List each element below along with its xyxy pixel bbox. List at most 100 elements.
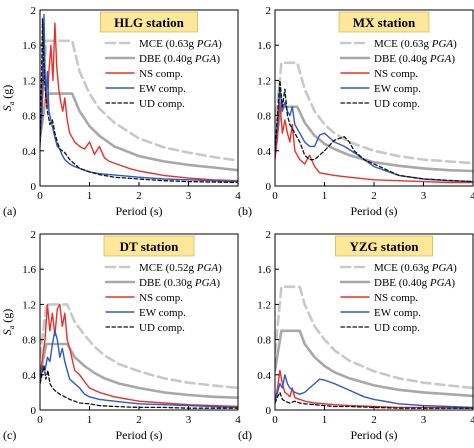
y-tick-label: 0.4 [257,146,271,158]
y-tick-label: 0.4 [22,370,36,382]
x-tick-label: 0 [37,190,43,202]
chart-panel-1: 0 1 2 3 4 0 0.4 0.8 1.2 1.6 2 (a) Period (s) Sa (g) HL… [0,5,241,218]
series-group [40,303,238,409]
series-line-2 [275,105,473,173]
x-tick-label: 3 [186,414,192,426]
series-line-1 [40,303,238,390]
station-title-box [338,11,430,33]
series-line-5 [40,18,238,184]
legend-entry: NS comp. [374,292,418,304]
y-axis-title: Sa (g) [0,309,16,336]
x-tick-label: 3 [186,190,192,202]
legend-entry: DBE (0.40g PGA) [139,53,220,65]
x-tick-label: 4 [470,190,474,202]
series-line-1 [275,285,473,390]
series-line-5 [40,365,238,409]
x-tick-label: 3 [421,414,427,426]
series-line-1 [40,39,238,162]
chart-panel-2: 0 1 2 3 4 0 0.4 0.8 1.2 1.6 2 (b) Period (s) MX stati… [238,5,474,218]
y-tick-label: 2 [31,229,37,241]
y-tick-label: 1.6 [22,40,36,52]
legend: MCE (0.52g PGA) DBE (0.30g PGA) NS comp. EW… [104,262,222,334]
y-tick-label: 0 [31,181,37,193]
series-line-5 [275,391,473,409]
x-tick-label: 2 [136,414,142,426]
panel-label: (c) [3,428,16,442]
legend-entry: EW comp. [139,83,186,95]
series-line-4 [40,330,238,409]
x-tick-label: 0 [272,414,278,426]
series-line-5 [275,79,473,183]
legend: MCE (0.63g PGA) DBE (0.40g PGA) NS comp. EW… [339,38,457,110]
series-group [275,61,473,184]
series-line-4 [275,88,473,183]
x-tick-label: 4 [235,190,241,202]
y-tick-label: 1.6 [257,264,271,276]
series-line-2 [275,329,473,398]
station-title: DT station [120,239,179,254]
x-tick-label: 1 [322,190,328,202]
series-line-3 [275,101,473,184]
x-tick-label: 4 [235,414,241,426]
y-tick-label: 2 [266,5,272,17]
legend-entry: UD comp. [139,98,185,110]
x-tick-label: 2 [371,414,377,426]
series-line-1 [275,61,473,165]
y-tick-label: 0 [266,405,272,417]
y-tick-label: 0.4 [257,370,271,382]
series-line-2 [40,92,238,172]
x-tick-label: 1 [87,190,93,202]
x-axis-title: Period (s) [351,204,398,218]
station-title-box [103,235,195,257]
x-tick-label: 1 [322,414,328,426]
legend-entry: EW comp. [139,307,186,319]
y-tick-label: 1.6 [22,264,36,276]
x-axis-title: Period (s) [351,428,398,442]
station-title-box [334,235,433,257]
series-group [40,13,238,184]
legend: MCE (0.63g PGA) DBE (0.40g PGA) NS comp. EW… [104,38,222,110]
series-line-2 [40,342,238,400]
legend-entry: UD comp. [374,322,420,334]
legend-entry: UD comp. [374,98,420,110]
x-tick-label: 3 [421,190,427,202]
chart-panel-4: 0 1 2 3 4 0 0.4 0.8 1.2 1.6 2 (d) Period (s) YZG stat… [238,229,474,442]
legend-entry: UD comp. [139,322,185,334]
legend-entry: MCE (0.52g PGA) [139,262,222,274]
legend-entry: DBE (0.30g PGA) [139,277,220,289]
y-tick-label: 1.6 [257,40,271,52]
y-axis-title: Sa (g) [0,85,16,112]
legend-entry: NS comp. [139,68,183,80]
legend-entry: DBE (0.40g PGA) [374,277,455,289]
legend-entry: NS comp. [139,292,183,304]
legend: MCE (0.63g PGA) DBE (0.40g PGA) NS comp. EW… [339,262,457,334]
y-tick-label: 0 [266,181,272,193]
series-line-3 [40,22,238,182]
x-axis-title: Period (s) [116,204,163,218]
series-line-3 [40,303,238,408]
y-tick-label: 0.8 [22,335,36,347]
y-tick-label: 2 [31,5,37,17]
y-tick-label: 1.2 [257,299,271,311]
legend-entry: DBE (0.40g PGA) [374,53,455,65]
chart-panel-3: 0 1 2 3 4 0 0.4 0.8 1.2 1.6 2 (c) Period (s) Sa (g) DT… [0,229,241,442]
station-title: HLG station [114,15,184,30]
legend-entry: MCE (0.63g PGA) [374,262,457,274]
x-tick-label: 0 [272,190,278,202]
y-tick-label: 0.8 [257,335,271,347]
y-tick-label: 2 [266,229,272,241]
y-tick-label: 1.2 [257,75,271,87]
series-line-3 [275,369,473,409]
y-tick-label: 0.4 [22,146,36,158]
x-tick-label: 2 [136,190,142,202]
x-tick-label: 4 [470,414,474,426]
y-tick-label: 0.8 [257,111,271,123]
panel-label: (a) [3,204,16,218]
series-group [275,285,473,409]
panel-label: (d) [238,428,252,442]
station-title: YZG station [350,239,420,254]
legend-entry: NS comp. [374,68,418,80]
x-tick-label: 2 [371,190,377,202]
station-title: MX station [353,15,416,30]
legend-entry: EW comp. [374,83,421,95]
